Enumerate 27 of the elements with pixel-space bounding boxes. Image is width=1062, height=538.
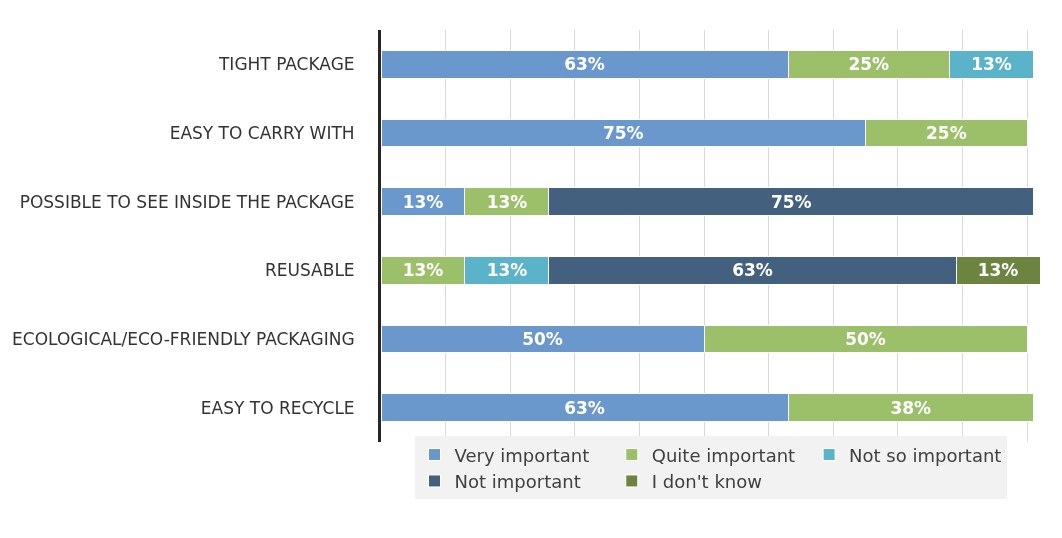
data-label: 13% bbox=[971, 54, 1012, 75]
legend-label: Quite important bbox=[651, 444, 796, 466]
data-label: 50% bbox=[522, 329, 563, 349]
y-tick-label: POSSIBLE TO SEE INSIDE THE PACKAGE bbox=[19, 191, 355, 212]
data-label: 13% bbox=[486, 191, 528, 212]
y-tick-label: EASY TO CARRY WITH bbox=[169, 122, 355, 143]
legend-label: Very important bbox=[454, 444, 590, 466]
legend-label: I don't know bbox=[651, 470, 762, 492]
data-label: 63% bbox=[732, 260, 773, 281]
data-label: 63% bbox=[564, 397, 605, 418]
data-label: 75% bbox=[770, 191, 812, 212]
data-label: 50% bbox=[845, 329, 886, 349]
legend-label: Not so important bbox=[849, 444, 1002, 466]
data-label: 38% bbox=[890, 397, 932, 418]
data-label: 13% bbox=[402, 191, 444, 212]
legend-label: Not important bbox=[454, 470, 581, 492]
y-tick-label: REUSABLE bbox=[264, 260, 355, 281]
y-tick-label: TIGHT PACKAGE bbox=[217, 54, 355, 75]
y-tick-label: EASY TO RECYCLE bbox=[200, 397, 355, 418]
data-label: 63% bbox=[564, 54, 605, 75]
data-label: 13% bbox=[977, 260, 1019, 281]
data-label: 25% bbox=[925, 123, 967, 143]
data-label: 13% bbox=[402, 260, 444, 281]
data-label: 75% bbox=[602, 123, 644, 143]
y-tick-label: ECOLOGICAL/ECO-FRIENDLY PACKAGING bbox=[12, 328, 355, 349]
data-label: 25% bbox=[848, 54, 890, 75]
data-label: 13% bbox=[486, 260, 528, 281]
